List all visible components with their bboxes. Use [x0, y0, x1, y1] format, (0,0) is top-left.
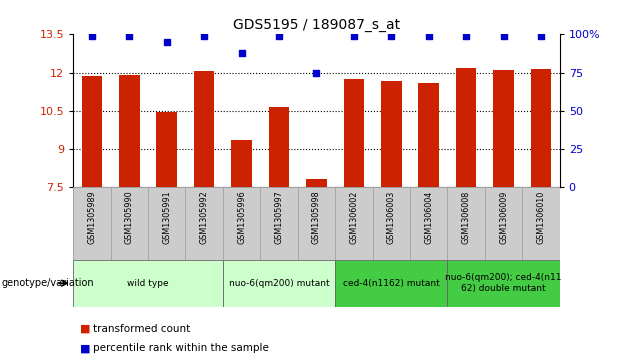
Text: GSM1306008: GSM1306008	[462, 191, 471, 244]
Bar	[260, 187, 298, 260]
Point	[86, 33, 97, 39]
Bar	[156, 112, 177, 187]
Bar	[223, 260, 335, 307]
Point	[124, 33, 134, 39]
Bar	[530, 69, 551, 187]
Bar	[381, 81, 401, 187]
Text: transformed count: transformed count	[93, 323, 191, 334]
Text: ced-4(n1162) mutant: ced-4(n1162) mutant	[343, 279, 439, 287]
Text: ■: ■	[80, 343, 90, 354]
Bar	[81, 77, 102, 187]
Text: GSM1306009: GSM1306009	[499, 191, 508, 244]
Point	[386, 33, 396, 39]
Text: nuo-6(qm200); ced-4(n11
62) double mutant: nuo-6(qm200); ced-4(n11 62) double mutan…	[445, 273, 562, 293]
Bar	[418, 83, 439, 187]
Text: GSM1305991: GSM1305991	[162, 191, 171, 244]
Point	[312, 70, 321, 76]
Text: GSM1306010: GSM1306010	[537, 191, 546, 244]
Point	[349, 33, 359, 39]
Text: GSM1305997: GSM1305997	[275, 191, 284, 244]
Point	[274, 33, 284, 39]
Point	[237, 50, 247, 56]
Bar	[335, 260, 447, 307]
Title: GDS5195 / 189087_s_at: GDS5195 / 189087_s_at	[233, 18, 400, 32]
Bar	[111, 187, 148, 260]
Bar	[223, 187, 260, 260]
Bar	[494, 70, 514, 187]
Point	[424, 33, 434, 39]
Text: GSM1306003: GSM1306003	[387, 191, 396, 244]
Bar	[148, 187, 186, 260]
Point	[199, 33, 209, 39]
Text: GSM1306004: GSM1306004	[424, 191, 433, 244]
Bar	[268, 107, 289, 187]
Bar	[194, 71, 214, 187]
Point	[162, 39, 172, 45]
Bar	[447, 187, 485, 260]
Bar	[73, 187, 111, 260]
Text: GSM1305990: GSM1305990	[125, 191, 134, 244]
Bar	[522, 187, 560, 260]
Bar	[447, 260, 560, 307]
Text: GSM1305989: GSM1305989	[87, 191, 96, 244]
Bar	[298, 187, 335, 260]
Bar	[410, 187, 447, 260]
Text: nuo-6(qm200) mutant: nuo-6(qm200) mutant	[229, 279, 329, 287]
Text: genotype/variation: genotype/variation	[1, 278, 94, 288]
Text: GSM1305996: GSM1305996	[237, 191, 246, 244]
Bar	[335, 187, 373, 260]
Text: GSM1305992: GSM1305992	[200, 191, 209, 244]
Text: GSM1305998: GSM1305998	[312, 191, 321, 244]
Text: ■: ■	[80, 323, 90, 334]
Bar	[343, 79, 364, 187]
Text: wild type: wild type	[127, 279, 169, 287]
Point	[461, 33, 471, 39]
Bar	[306, 179, 327, 187]
Bar	[186, 187, 223, 260]
Bar	[373, 187, 410, 260]
Point	[536, 33, 546, 39]
Bar	[456, 68, 476, 187]
Bar	[73, 260, 223, 307]
Text: GSM1306002: GSM1306002	[349, 191, 358, 244]
Text: percentile rank within the sample: percentile rank within the sample	[93, 343, 270, 354]
Bar	[119, 75, 139, 187]
Point	[499, 33, 509, 39]
Bar	[485, 187, 522, 260]
Bar	[232, 140, 252, 187]
